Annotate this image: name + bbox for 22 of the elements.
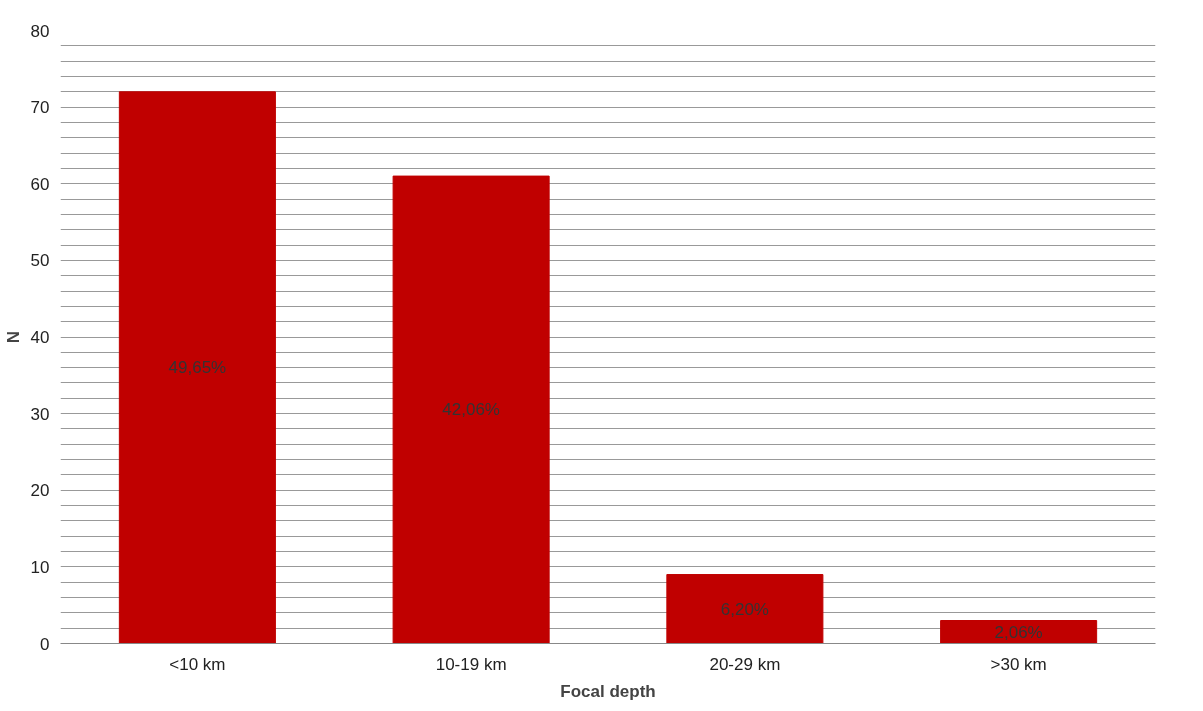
annotation: 42,06% [442,400,500,420]
bar [392,175,550,644]
y-axis-title: N [3,330,23,344]
x-axis-title: Focal depth [560,681,656,701]
x-tick-label: 10-19 km [435,654,507,674]
annotation: 2,06% [994,622,1043,642]
y-tick-label: 80 [30,21,50,41]
y-tick-label: 70 [30,98,50,118]
y-tick-label: 20 [30,481,50,501]
x-tick-label: >30 km [990,654,1047,674]
bar [118,91,276,644]
annotation: 6,20% [720,599,769,619]
y-tick-label: 40 [30,328,50,347]
y-tick-label: 50 [30,251,50,271]
y-tick-label: 10 [30,557,50,577]
x-tick-label: <10 km [169,654,226,674]
y-tick-label: 0 [40,634,50,654]
y-tick-label: 30 [30,404,50,424]
x-tick-label: 20-29 km [709,654,781,674]
annotation: 49,65% [168,358,227,378]
y-tick-label: 60 [30,174,50,194]
bar [666,574,824,644]
